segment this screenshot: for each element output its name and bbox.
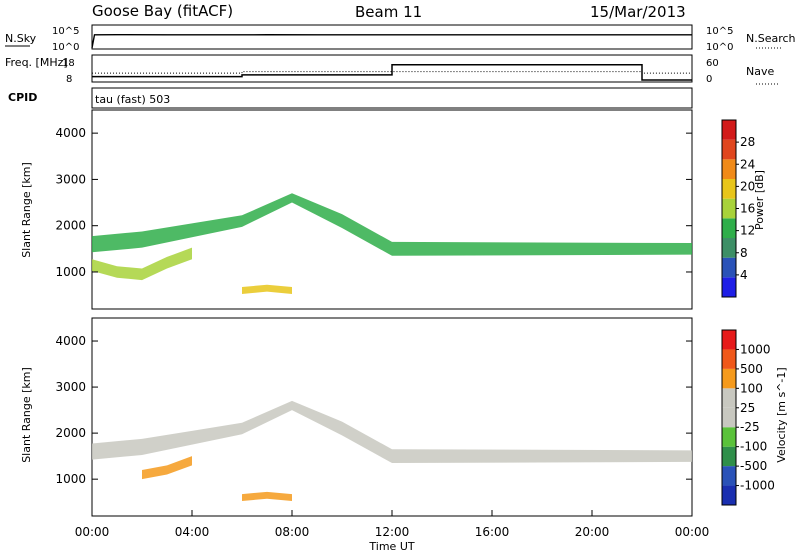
power-panel: Slant Range [km] 1000 2000 3000 4000 4 8 12 16… bbox=[20, 109, 766, 310]
y-tick-label: 2000 bbox=[55, 426, 86, 440]
cpid-label: CPID bbox=[8, 91, 37, 104]
power-ylabel: Slant Range [km] bbox=[20, 162, 33, 258]
colorbar-tick-label: 100 bbox=[740, 381, 763, 395]
date-title: 15/Mar/2013 bbox=[590, 3, 686, 21]
colorbar-swatch bbox=[722, 427, 736, 447]
colorbar-swatch bbox=[722, 349, 736, 369]
beam-title: Beam 11 bbox=[355, 3, 422, 21]
time-xlabel: Time UT bbox=[368, 540, 414, 553]
frequency-panel-frame bbox=[91, 54, 693, 83]
colorbar-tick-label: 8 bbox=[740, 246, 748, 260]
power-colorbar-label: Power [dB] bbox=[753, 170, 766, 230]
time-x-ticks: 00:00 04:00 08:00 12:00 16:00 20:00 00:00 bbox=[75, 510, 710, 539]
cpid-text: tau (fast) 503 bbox=[95, 93, 170, 106]
colorbar-tick-label: -500 bbox=[740, 459, 767, 473]
frequency-tick-top: 18 bbox=[62, 58, 75, 69]
colorbar-swatch bbox=[722, 407, 736, 428]
colorbar-swatch bbox=[722, 198, 736, 219]
colorbar-swatch bbox=[722, 330, 736, 350]
y-tick-label: 2000 bbox=[55, 219, 86, 233]
colorbar-tick-label: 4 bbox=[740, 268, 748, 282]
velocity-y-ticks: 1000 2000 3000 4000 bbox=[55, 334, 692, 486]
colorbar-swatch bbox=[722, 485, 736, 505]
y-tick-label: 1000 bbox=[55, 265, 86, 279]
velocity-panel-frame bbox=[91, 317, 693, 517]
frequency-panel: Freq. [MHz] 18 8 60 0 Nave bbox=[5, 54, 780, 85]
colorbar-swatch bbox=[722, 446, 736, 467]
y-tick-label: 1000 bbox=[55, 472, 86, 486]
noise-right-tick-bottom: 10^0 bbox=[706, 42, 733, 53]
x-tick-label: 00:00 bbox=[75, 525, 110, 539]
velocity-panel: Slant Range [km] 1000 2000 3000 4000 1000 50… bbox=[20, 317, 788, 553]
colorbar-swatch bbox=[722, 388, 736, 408]
colorbar-tick-label: 500 bbox=[740, 362, 763, 376]
cpid-panel-frame bbox=[91, 87, 693, 109]
y-tick-label: 3000 bbox=[55, 172, 86, 186]
velocity-data bbox=[92, 400, 692, 502]
backscatter-band bbox=[242, 491, 292, 502]
colorbar-tick-label: 12 bbox=[740, 224, 755, 238]
colorbar-tick-label: -25 bbox=[740, 420, 760, 434]
backscatter-band bbox=[92, 193, 692, 256]
noise-panel: N.Sky 10^5 10^0 10^5 10^0 N.Search bbox=[5, 24, 796, 53]
colorbar-frame bbox=[721, 329, 737, 506]
backscatter-band bbox=[92, 400, 692, 464]
noise-left-tick-bottom: 10^0 bbox=[52, 42, 79, 53]
power-colorbar: 4 8 12 16 20 24 28 bbox=[721, 119, 755, 298]
noise-left-tick-top: 10^5 bbox=[52, 26, 79, 37]
colorbar-tick-label: 25 bbox=[740, 401, 755, 415]
backscatter-band bbox=[142, 456, 192, 480]
colorbar-swatch bbox=[722, 218, 736, 238]
y-tick-label: 3000 bbox=[55, 380, 86, 394]
colorbar-swatch bbox=[722, 179, 736, 199]
colorbar-swatch bbox=[722, 238, 736, 258]
noise-sky-series bbox=[91, 34, 692, 49]
x-tick-label: 20:00 bbox=[575, 525, 610, 539]
colorbar-tick-label: -1000 bbox=[740, 479, 775, 493]
velocity-colorbar: 1000 500 100 25 -25 -100 -500 -1000 bbox=[721, 329, 775, 506]
power-panel-frame bbox=[91, 109, 693, 310]
noise-panel-frame bbox=[91, 24, 693, 50]
colorbar-swatch bbox=[722, 120, 736, 140]
nave-tick-top: 60 bbox=[706, 58, 719, 69]
x-tick-label: 08:00 bbox=[275, 525, 310, 539]
colorbar-tick-label: 1000 bbox=[740, 342, 771, 356]
colorbar-swatch bbox=[722, 257, 736, 278]
nave-tick-bottom: 0 bbox=[706, 74, 712, 85]
frequency-left-label: Freq. [MHz] bbox=[5, 56, 68, 69]
nave-label: Nave bbox=[746, 65, 774, 78]
x-tick-label: 00:00 bbox=[675, 525, 710, 539]
noise-right-label: N.Search bbox=[746, 32, 796, 45]
noise-left-label: N.Sky bbox=[5, 32, 37, 45]
x-tick-label: 16:00 bbox=[475, 525, 510, 539]
x-tick-label: 12:00 bbox=[375, 525, 410, 539]
y-tick-label: 4000 bbox=[55, 126, 86, 140]
colorbar-swatch bbox=[722, 466, 736, 486]
colorbar-swatch bbox=[722, 368, 736, 389]
velocity-ylabel: Slant Range [km] bbox=[20, 367, 33, 463]
backscatter-band bbox=[92, 247, 192, 281]
colorbar-tick-label: 16 bbox=[740, 202, 755, 216]
colorbar-swatch bbox=[722, 159, 736, 179]
colorbar-tick-label: 20 bbox=[740, 179, 755, 193]
frequency-tick-bottom: 8 bbox=[66, 74, 72, 85]
x-tick-label: 04:00 bbox=[175, 525, 210, 539]
colorbar-tick-label: 28 bbox=[740, 135, 755, 149]
station-title: Goose Bay (fitACF) bbox=[92, 2, 233, 20]
power-y-ticks: 1000 2000 3000 4000 bbox=[55, 126, 692, 279]
power-data bbox=[92, 193, 692, 294]
noise-right-tick-top: 10^5 bbox=[706, 26, 733, 37]
nave-series bbox=[92, 71, 692, 74]
colorbar-swatch bbox=[722, 277, 736, 297]
colorbar-tick-label: 24 bbox=[740, 157, 755, 171]
velocity-colorbar-label: Velocity [m s^-1] bbox=[775, 367, 788, 462]
backscatter-band bbox=[242, 284, 292, 294]
frequency-series bbox=[92, 63, 692, 81]
y-tick-label: 4000 bbox=[55, 334, 86, 348]
colorbar-swatch bbox=[722, 139, 736, 160]
colorbar-tick-label: -100 bbox=[740, 440, 767, 454]
